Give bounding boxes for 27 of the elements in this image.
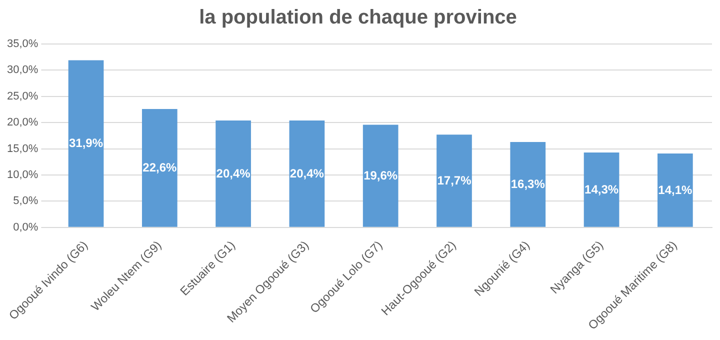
data-label: 19,6%	[364, 168, 398, 182]
data-label: 14,3%	[584, 182, 619, 196]
y-tick-label: 20,0%	[6, 116, 38, 129]
bar	[584, 152, 620, 227]
bar	[436, 134, 472, 227]
data-label: 31,9%	[68, 136, 104, 150]
data-label: 20,4%	[216, 166, 251, 180]
data-label: 16,3%	[510, 177, 546, 192]
bar	[289, 120, 325, 227]
chart-title: la population de chaque province	[199, 6, 517, 29]
bar	[362, 124, 398, 227]
data-label: 22,6%	[142, 160, 177, 175]
y-tick-label: 15,0%	[6, 142, 38, 155]
bar	[510, 142, 546, 227]
data-label: 14,1%	[658, 182, 693, 197]
y-tick-label: 25,0%	[6, 90, 38, 102]
data-label: 17,7%	[437, 173, 472, 188]
y-tick-label: 0,0%	[13, 221, 38, 234]
bar	[658, 154, 693, 227]
bar	[68, 60, 104, 227]
bar	[142, 108, 178, 227]
y-tick-label: 10,0%	[6, 169, 38, 182]
y-tick-label: 35,0%	[6, 38, 38, 50]
data-label: 20,4%	[290, 166, 324, 180]
bar	[216, 120, 251, 227]
y-tick-label: 5,0%	[13, 195, 38, 208]
y-tick-label: 30,0%	[6, 64, 38, 76]
